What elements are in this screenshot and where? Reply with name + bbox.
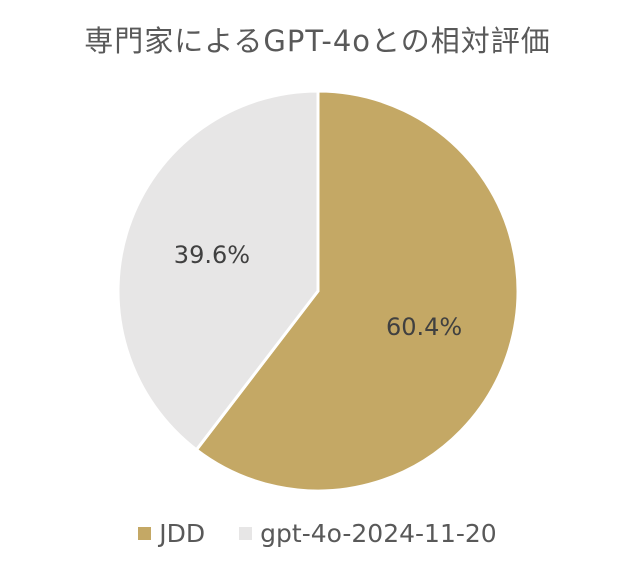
- chart-title: 専門家によるGPT-4oとの相対評価: [84, 24, 551, 58]
- data-label-jdd: 60.4%: [386, 313, 462, 341]
- chart-legend: JDD gpt-4o-2024-11-20: [0, 519, 635, 548]
- legend-swatch-jdd: [138, 527, 152, 540]
- pie-slice-jdd: [194, 89, 520, 493]
- data-label-gpt-4o: 39.6%: [174, 241, 250, 269]
- legend-swatch-gpt-4o: [239, 527, 253, 540]
- legend-item-gpt-4o: gpt-4o-2024-11-20: [239, 519, 497, 548]
- pie-slice-gpt-4o: [116, 89, 320, 452]
- legend-item-jdd: JDD: [138, 519, 205, 548]
- legend-label-gpt-4o: gpt-4o-2024-11-20: [260, 519, 497, 548]
- legend-label-jdd: JDD: [159, 519, 206, 548]
